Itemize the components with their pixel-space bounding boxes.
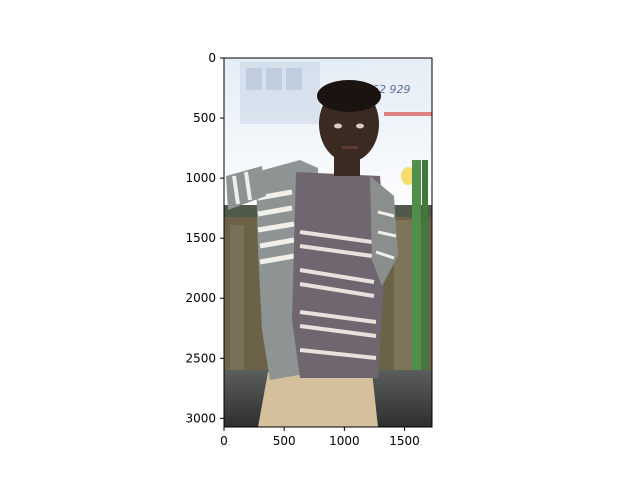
trousers	[258, 372, 378, 427]
jacket-stripes	[257, 189, 295, 265]
x-tick-label: 1000	[329, 434, 360, 448]
y-tick-label: 3000	[185, 411, 216, 425]
y-axis-ticks: 0 500 1000 1500 2000 2500 3000	[185, 51, 224, 425]
background-vehicle	[240, 62, 430, 124]
y-tick-label: 1000	[185, 171, 216, 185]
y-tick-label: 500	[193, 111, 216, 125]
x-tick-label: 1500	[389, 434, 420, 448]
x-tick-label: 0	[220, 434, 228, 448]
x-tick-label: 500	[273, 434, 296, 448]
shirt-stripes	[299, 230, 377, 360]
y-tick-label: 2000	[185, 291, 216, 305]
photo: 62 929	[224, 58, 432, 427]
y-tick-label: 2500	[185, 351, 216, 365]
x-axis-ticks: 0 500 1000 1500	[220, 427, 420, 448]
y-tick-label: 0	[208, 51, 216, 65]
background-text: 62 929	[372, 83, 411, 96]
green-pole	[412, 160, 421, 390]
y-tick-label: 1500	[185, 231, 216, 245]
axes-frame	[223, 57, 433, 428]
